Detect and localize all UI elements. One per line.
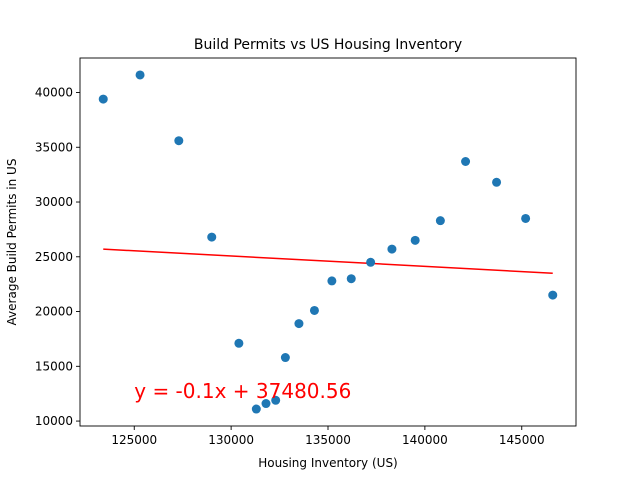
data-point [492, 177, 502, 187]
data-point [327, 276, 337, 286]
regression-line-layer [103, 248, 553, 274]
x-tick-label: 140000 [402, 433, 448, 447]
y-tick-label: 25000 [35, 250, 73, 264]
data-point [309, 305, 319, 315]
x-tick-label: 125000 [111, 433, 157, 447]
y-tick-label: 15000 [35, 359, 73, 373]
data-point [261, 399, 271, 409]
y-tick-label: 40000 [35, 86, 73, 100]
data-point [280, 353, 290, 363]
data-point [294, 319, 304, 329]
data-point [135, 70, 145, 80]
data-point [207, 232, 217, 242]
chart-title: Build Permits vs US Housing Inventory [194, 37, 462, 53]
data-point [387, 244, 397, 254]
data-point [435, 216, 445, 226]
data-point [98, 94, 108, 104]
data-point [251, 404, 261, 414]
x-tick-label: 130000 [208, 433, 254, 447]
x-axis-label: Housing Inventory (US) [258, 456, 398, 470]
regression-line [103, 248, 553, 274]
y-tick-label: 35000 [35, 140, 73, 154]
data-point [521, 213, 531, 223]
y-tick-label: 10000 [35, 414, 73, 428]
data-point [461, 157, 471, 166]
data-point [366, 257, 376, 267]
data-point [410, 235, 420, 245]
regression-equation: y = -0.1x + 37480.56 [134, 379, 351, 403]
data-point [271, 395, 281, 405]
x-tick-label: 145000 [499, 433, 545, 447]
y-tick-label: 30000 [35, 195, 73, 209]
y-axis-label: Average Build Permits in US [5, 159, 19, 326]
x-tick-label: 135000 [305, 433, 351, 447]
data-point [174, 136, 184, 146]
data-point [548, 290, 558, 300]
y-tick-label: 20000 [35, 305, 73, 319]
data-point [346, 274, 356, 284]
data-point [234, 338, 244, 348]
data-points [98, 70, 558, 414]
axes: 125000 130000 135000 140000 145000 10000 15000… [35, 57, 577, 447]
